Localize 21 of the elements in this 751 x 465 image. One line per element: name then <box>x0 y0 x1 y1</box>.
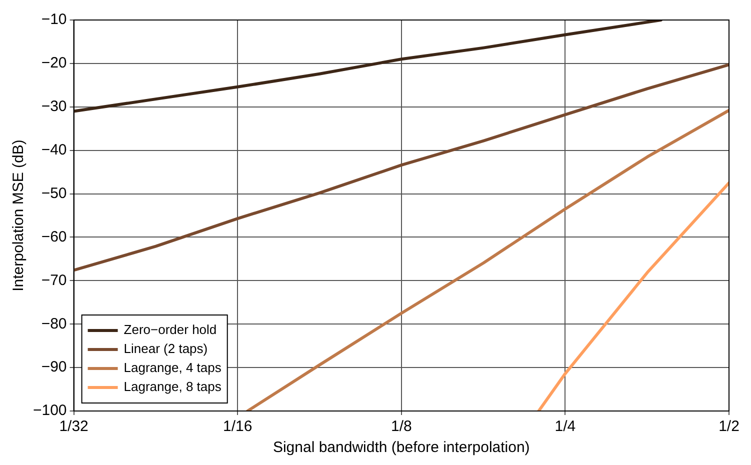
y-tick-label: −20 <box>41 54 67 72</box>
legend-label: Lagrange, 8 taps <box>124 379 222 394</box>
y-tick-label: −50 <box>41 184 67 202</box>
y-tick-label: −80 <box>41 315 67 332</box>
y-tick-label: −90 <box>41 358 67 376</box>
legend-label: Lagrange, 4 taps <box>124 360 222 376</box>
y-tick-label: −60 <box>41 228 67 246</box>
x-axis-title: Signal bandwidth (before interpolation) <box>272 439 530 456</box>
y-tick-label: −10 <box>41 11 67 28</box>
y-tick-label: −30 <box>41 98 67 116</box>
y-tick-label: −70 <box>41 272 67 289</box>
legend-label: Linear (2 taps) <box>124 341 208 356</box>
legend-label: Zero−order hold <box>124 322 217 338</box>
y-axis-title: Interpolation MSE (dB) <box>10 140 28 292</box>
y-tick-label: −40 <box>41 141 67 158</box>
x-tick-label: 1/2 <box>718 418 740 436</box>
x-tick-label: 1/4 <box>554 418 576 436</box>
x-tick-label: 1/32 <box>59 418 88 436</box>
x-tick-label: 1/8 <box>390 418 412 436</box>
x-tick-label: 1/16 <box>222 418 252 436</box>
y-tick-label: −100 <box>32 402 67 420</box>
